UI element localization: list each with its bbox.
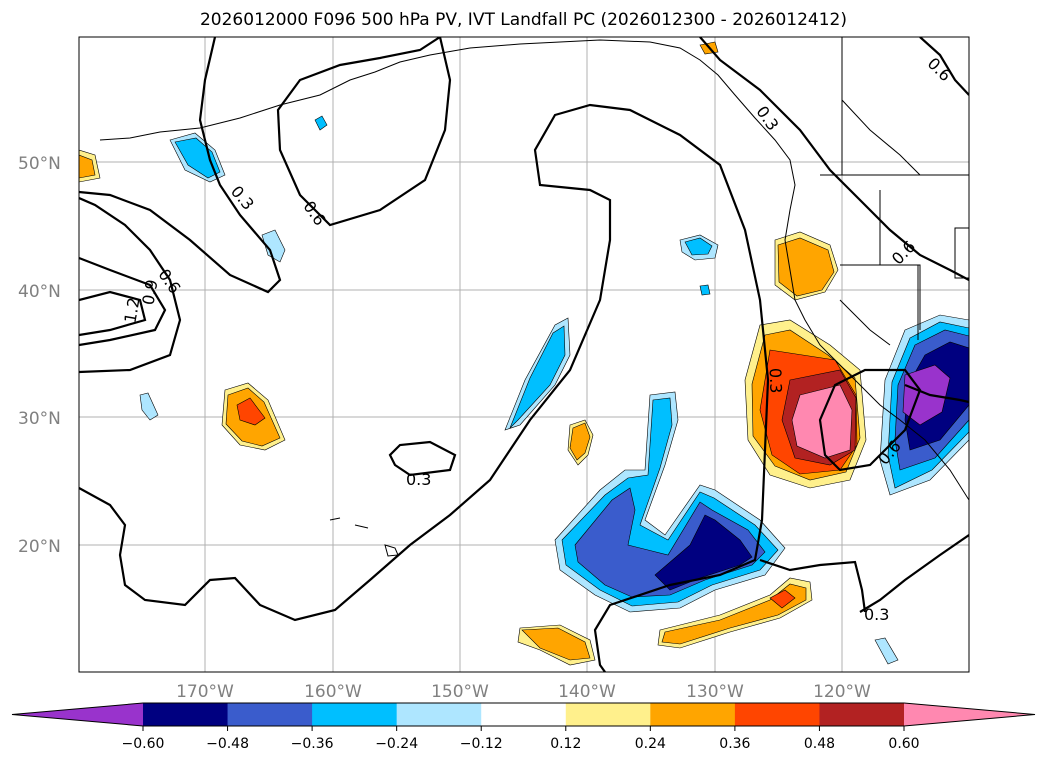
colorbar-segment: [312, 703, 398, 726]
lon-label: 140°W: [558, 682, 616, 702]
lat-label: 40°N: [18, 282, 61, 302]
colorbar-segment: [565, 703, 651, 726]
colorbar-tick-label: −0.12: [460, 736, 503, 752]
colorbar-tick-label: −0.24: [375, 736, 418, 752]
coastlines: [99, 37, 969, 557]
colorbar-tick-label: 0.36: [719, 736, 750, 752]
lon-label: 160°W: [304, 682, 362, 702]
lat-label: 20°N: [18, 537, 61, 557]
lon-label: 170°W: [176, 682, 234, 702]
contour-label: 0.3: [766, 368, 786, 394]
lat-label: 30°N: [18, 409, 61, 429]
map-frame: [78, 36, 970, 673]
map-title: 2026012000 F096 500 hPa PV, IVT Landfall…: [199, 10, 847, 30]
colorbar-segment: [650, 703, 736, 726]
lon-label: 120°W: [813, 682, 871, 702]
colorbar-tick-label: −0.48: [206, 736, 249, 752]
colorbar-segment: [481, 703, 567, 726]
colorbar-extend-max: [904, 703, 1035, 726]
colorbar-tick-label: 0.48: [804, 736, 835, 752]
colorbar-tick-label: −0.60: [122, 736, 165, 752]
contour-label: 1.2: [120, 296, 143, 324]
pv-contour-0.3-west: [79, 37, 282, 294]
colorbar-segment: [819, 703, 905, 726]
contour-label: 0.3: [864, 605, 889, 624]
colorbar-tick-label: −0.36: [291, 736, 334, 752]
colorbar-segment: [396, 703, 482, 726]
colorbar-segment: [143, 703, 229, 726]
pv-contour-0.6-west: [79, 256, 167, 347]
colorbar-extend-min: [12, 703, 143, 726]
colorbar-tick-label: 0.12: [550, 736, 581, 752]
colorbar: −0.60 −0.48 −0.36 −0.24 −0.12 0.12 0.24 0.36 0.4…: [11, 702, 1036, 752]
colorbar-tick-label: 0.24: [635, 736, 666, 752]
pv-contours: [79, 37, 969, 672]
longitude-labels: 170°W 160°W 150°W 140°W 130°W 120°W: [176, 682, 871, 702]
colorbar-segment: [227, 703, 313, 726]
colorbar-segment: [734, 703, 820, 726]
pv-contour-0.6-center: [276, 37, 452, 227]
colorbar-tick-label: 0.60: [888, 736, 919, 752]
contour-label: 0.9: [138, 278, 161, 306]
contour-label: 0.3: [406, 470, 431, 489]
latitude-labels: 50°N 40°N 30°N 20°N: [18, 154, 61, 557]
lon-label: 130°W: [686, 682, 744, 702]
lat-label: 50°N: [18, 154, 61, 174]
lon-label: 150°W: [431, 682, 489, 702]
ivt-shading: [79, 41, 969, 666]
